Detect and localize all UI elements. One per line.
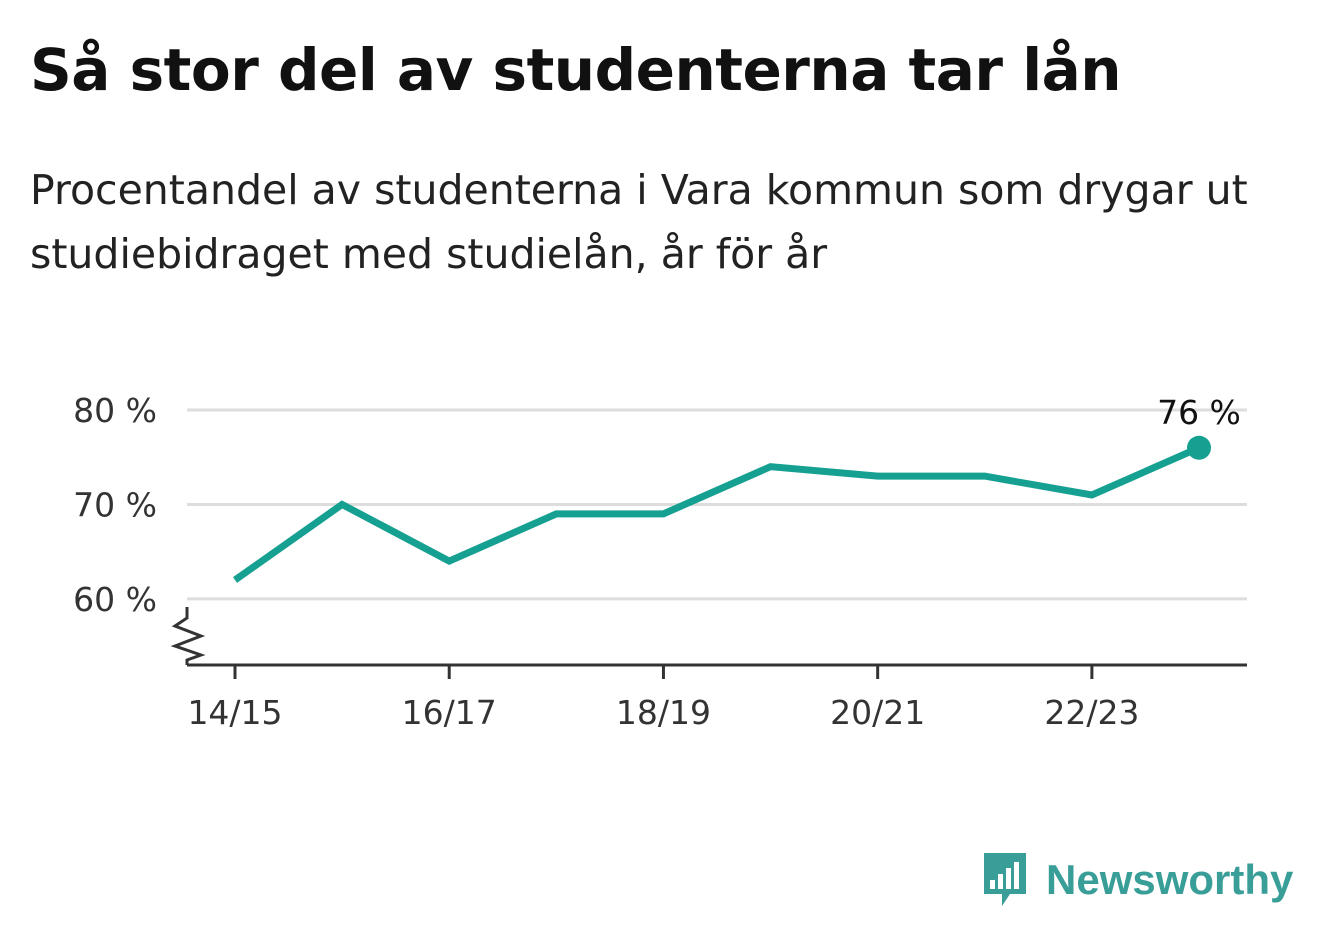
series	[232, 435, 1211, 583]
y-tick-label: 80 %	[73, 391, 157, 430]
chart-subtitle: Procentandel av studenterna i Vara kommu…	[30, 166, 1248, 278]
x-tick-label: 18/19	[616, 693, 711, 732]
series-line	[232, 444, 1201, 583]
x-tick-label: 14/15	[187, 693, 282, 732]
y-tick-label: 70 %	[73, 485, 157, 524]
y-tick-label: 60 %	[73, 580, 157, 619]
x-tick-label: 20/21	[830, 693, 925, 732]
x-tick-label: 16/17	[402, 693, 497, 732]
chart-title: Så stor del av studenterna tar lån	[30, 36, 1122, 104]
x-axis: 14/15 16/17 18/19 20/21 22/23	[187, 663, 1247, 732]
data-labels: 76 %	[1157, 393, 1241, 432]
y-axis: 60 % 70 % 80 %	[73, 391, 206, 665]
axis-break-mark	[170, 607, 206, 665]
newsworthy-logo-icon	[984, 853, 1026, 906]
x-tick-label: 22/23	[1044, 693, 1139, 732]
gridlines	[187, 408, 1247, 601]
newsworthy-brand: Newsworthy	[980, 848, 1293, 912]
end-point-marker	[1187, 435, 1211, 460]
end-value-label: 76 %	[1157, 393, 1241, 432]
brand-name: Newsworthy	[1046, 856, 1294, 903]
